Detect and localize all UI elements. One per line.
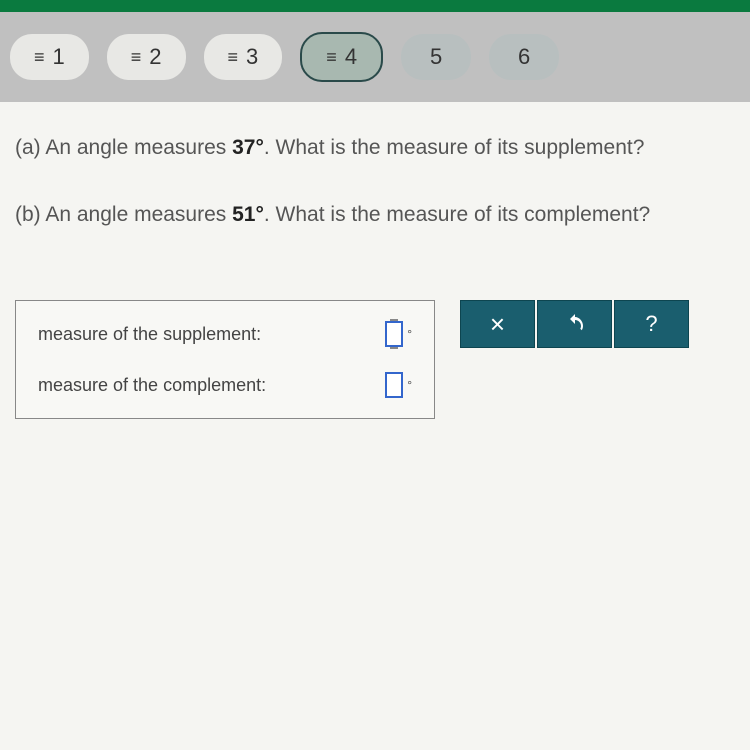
supplement-label: measure of the supplement: [38, 324, 261, 345]
question-nav-tabs: 1 2 3 4 5 6 [0, 12, 750, 102]
tab-label: 4 [345, 44, 357, 70]
clear-icon: × [490, 309, 505, 340]
undo-button[interactable] [537, 300, 612, 348]
complement-input[interactable] [385, 372, 403, 398]
action-buttons: × ? [460, 300, 689, 348]
tab-6[interactable]: 6 [489, 34, 559, 80]
tab-label: 3 [246, 44, 258, 70]
help-button[interactable]: ? [614, 300, 689, 348]
degree-symbol: ° [407, 378, 412, 392]
question-a-suffix: . What is the measure of its supplement? [264, 136, 645, 159]
supplement-input-group: ° [385, 321, 412, 347]
question-b-prefix: (b) An angle measures [15, 203, 232, 226]
answer-box: measure of the supplement: ° measure of … [15, 300, 435, 419]
question-content: (a) An angle measures 37°. What is the m… [0, 102, 750, 449]
tab-label: 6 [518, 44, 530, 70]
question-a-angle: 37° [232, 136, 264, 159]
tab-label: 5 [430, 44, 442, 70]
tab-5[interactable]: 5 [401, 34, 471, 80]
tab-3[interactable]: 3 [204, 34, 283, 80]
question-a: (a) An angle measures 37°. What is the m… [15, 132, 735, 164]
tab-4[interactable]: 4 [300, 32, 383, 82]
clear-button[interactable]: × [460, 300, 535, 348]
supplement-row: measure of the supplement: ° [38, 321, 412, 347]
complement-input-group: ° [385, 372, 412, 398]
tab-1[interactable]: 1 [10, 34, 89, 80]
tab-2[interactable]: 2 [107, 34, 186, 80]
question-b-angle: 51° [232, 203, 264, 226]
undo-icon [563, 312, 587, 336]
help-icon: ? [645, 311, 657, 337]
question-b: (b) An angle measures 51°. What is the m… [15, 199, 735, 231]
question-b-suffix: . What is the measure of its complement? [264, 203, 650, 226]
question-a-prefix: (a) An angle measures [15, 136, 232, 159]
tab-label: 2 [149, 44, 161, 70]
complement-row: measure of the complement: ° [38, 372, 412, 398]
supplement-input[interactable] [385, 321, 403, 347]
top-green-bar [0, 0, 750, 12]
degree-symbol: ° [407, 327, 412, 341]
tab-label: 1 [53, 44, 65, 70]
answer-section: measure of the supplement: ° measure of … [15, 300, 735, 419]
complement-label: measure of the complement: [38, 375, 266, 396]
